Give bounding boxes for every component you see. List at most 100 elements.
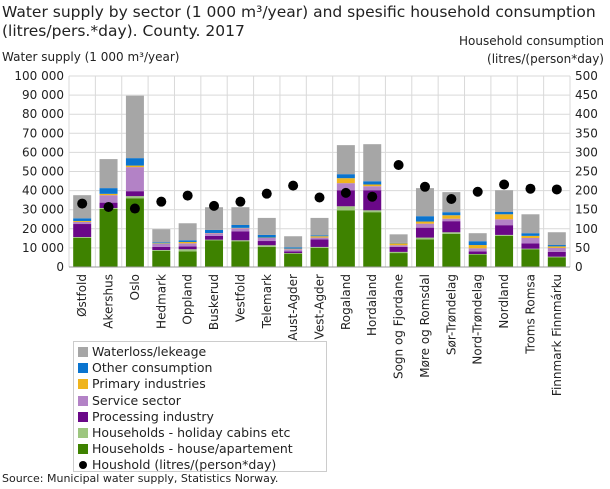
household-consumption-point [499,179,510,190]
y2-tick-label: 50 [575,241,590,255]
bar-segment [152,250,171,267]
legend: Waterloss/lekeage Other consumption Primar… [73,341,327,472]
household-consumption-point [340,187,351,198]
bar-segment [257,245,276,247]
household-consumption-point [77,198,88,209]
y2-tick-label: 0 [575,260,583,274]
x-tick-label: Oslo [128,274,142,300]
legend-label: Households - holiday cabins etc [92,425,291,441]
y2-tick-label: 100 [575,222,598,236]
y-tick-label: 20 000 [22,222,64,236]
legend-label: Processing industry [92,408,214,424]
y-tick-label: 90 000 [22,88,64,102]
bar-segment [468,248,487,252]
bar-segment [125,191,144,197]
bar-segment [125,158,144,166]
bar-segment [336,210,355,267]
bar-segment [284,249,303,252]
bar-segment [178,249,197,252]
bar-segment [152,242,171,244]
bar-segment [495,225,514,235]
x-tick-label: Sør-Trøndelag [444,274,458,355]
y-tick-label: 70 000 [22,126,64,140]
household-consumption-point [103,202,114,213]
bar-segment [310,237,329,240]
bar-segment [442,218,461,222]
bar-segment [415,239,434,267]
y-tick-label: 0 [56,260,64,274]
legend-item: Houshold (litres/(person*day) [78,457,326,473]
bar-segment [547,247,566,252]
legend-swatch [78,363,88,374]
bar-segment [521,233,540,236]
x-tick-label: Nordland [497,274,511,329]
bar-segment [495,190,514,212]
x-tick-label: Vest-Agder [313,274,327,340]
bar-segment [205,229,224,234]
bar-segment [442,221,461,233]
legend-label: Primary industries [92,376,206,392]
bar-segment [284,248,303,250]
bar-segment [310,235,329,237]
bar-segment [310,247,329,267]
bar-segment [363,212,382,267]
bar-segment [389,245,408,247]
bar-segment [73,237,92,238]
bar-segment [521,248,540,250]
bar-segment [468,245,487,249]
bar-segment [363,181,382,185]
legend-swatch [78,347,88,358]
bar-segment [415,223,434,228]
bar-segment [389,251,408,254]
bar-segment [415,237,434,240]
legend-swatch [78,411,88,422]
x-tick-label: Troms Romsa [523,274,537,355]
household-consumption-point [156,196,167,207]
bar-segment [152,246,171,251]
bar-segment [415,227,434,238]
bar-segment [547,232,566,246]
bar-segment [284,251,303,254]
bar-segment [521,237,540,244]
bar-segment [257,241,276,246]
bar-segment [231,228,250,232]
legend-item: Waterloss/lekeage [78,344,326,360]
bar-segment [99,195,118,203]
bar-segment [363,186,382,191]
bar-segment [205,240,224,267]
legend-label: Households - house/apartement [92,441,293,457]
x-tick-label: Nord-Trøndelag [471,274,485,365]
bar-segment [468,254,487,267]
bar-segment [389,243,408,246]
bar-segment [231,207,250,225]
bar-segment [152,250,171,251]
bar-segment [547,251,566,257]
bar-segment [73,218,92,221]
bar-segment [231,224,250,228]
bar-segment [336,174,355,179]
y-tick-label: 10 000 [22,241,64,255]
bar-segment [336,145,355,175]
bar-segment [73,221,92,225]
legend-item: Households - house/apartement [78,441,326,457]
legend-label: Service sector [92,392,181,408]
bar-segment [495,211,514,215]
bar-segment [205,239,224,241]
x-tick-label: Akershus [102,274,116,329]
legend-item: Other consumption [78,360,326,376]
household-consumption-point [129,203,140,214]
bar-segment [125,95,144,159]
x-tick-label: Hedmark [154,274,168,329]
y2-tick-label: 300 [575,145,598,159]
bar-segment [73,224,92,238]
household-consumption-point [288,180,299,191]
bar-segment [442,233,461,267]
bar-segment [521,235,540,238]
y2-tick-label: 250 [575,165,598,179]
bar-segment [310,239,329,247]
bar-segment [521,214,540,234]
bar-segment [178,251,197,267]
x-tick-label: Oppland [181,274,195,325]
chart-title: Water supply by sector (1 000 m³/year) a… [2,3,596,40]
bar-segment [547,246,566,248]
